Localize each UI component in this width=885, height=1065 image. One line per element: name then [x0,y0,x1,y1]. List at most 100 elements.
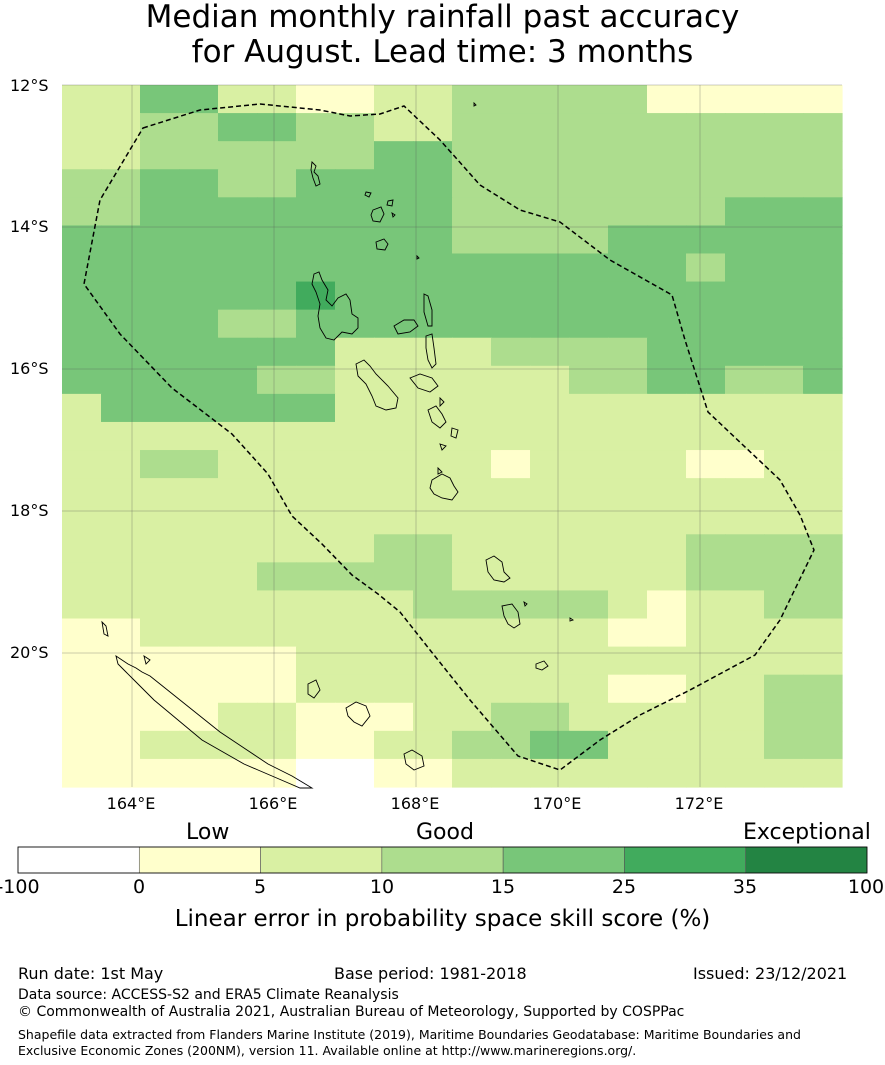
skill-cell [530,478,570,507]
island-ouvea [143,654,151,665]
skill-cell [725,702,765,732]
island-lifou [345,701,371,727]
skill-cell [62,253,102,283]
skill-cell [764,534,804,563]
skill-cell [62,562,102,592]
skill-cell [725,197,765,226]
skill-cell [101,702,141,732]
skill-cell [374,113,414,142]
skill-cell [179,337,219,367]
island-mota [391,211,396,218]
skill-cell [296,478,336,507]
skill-cell [101,85,141,114]
skill-cell [569,365,609,395]
skill-cell [686,702,726,732]
rainfall-skill-map [62,84,843,789]
skill-cell [218,590,258,620]
skill-cell [647,169,687,198]
issued-date: Issued: 23/12/2021 [693,964,848,983]
skill-cell [569,730,609,760]
skill-cell [764,253,804,283]
skill-cell [647,337,687,367]
skill-cell [257,618,297,648]
skill-cell [62,85,102,114]
skill-cell [491,618,531,648]
skill-cell [335,590,375,620]
skill-cell [569,450,609,479]
island-tanna [501,603,521,629]
skill-cell [413,590,453,620]
colorbar-swatch [624,846,747,874]
skill-cell [374,674,414,704]
skill-cell [140,141,180,170]
skill-cell [296,674,336,704]
skill-cell [257,309,297,339]
skill-cell [764,337,804,367]
skill-cell [803,730,843,760]
skill-cell [803,393,843,423]
skill-cell [140,590,180,620]
skill-cell [764,141,804,170]
island-epi [427,405,447,429]
skill-cell [62,618,102,648]
skill-cell [335,618,375,648]
skill-cell [530,450,570,479]
colorbar-swatch [381,846,504,874]
skill-cell [257,562,297,592]
skill-cell [686,253,726,283]
skill-cell [296,197,336,226]
skill-cell [140,253,180,283]
skill-cell [140,421,180,451]
skill-cell [335,337,375,367]
skill-cell [725,674,765,704]
skill-cell [257,730,297,760]
skill-cell [452,646,492,676]
skill-cell [335,253,375,283]
skill-cell [257,365,297,395]
skill-cell [803,450,843,479]
skill-cell [62,225,102,255]
skill-cell [257,113,297,142]
skill-cell [374,309,414,339]
skill-cell [491,169,531,198]
skill-cell [803,197,843,226]
shapefile-credit: Shapefile data extracted from Flanders M… [18,1027,801,1058]
skill-cell [413,674,453,704]
title-line-2: for August. Lead time: 3 months [191,34,694,70]
skill-cell [569,141,609,170]
skill-cell [335,702,375,732]
skill-cell [335,646,375,676]
skill-cell [686,562,726,592]
skill-cell [452,758,492,788]
skill-cell [374,478,414,507]
skill-cell [101,393,141,423]
skill-cell [608,618,648,648]
colorbar-tick-1: 0 [132,876,146,898]
skill-cell [491,113,531,142]
skill-cell [686,590,726,620]
skill-cell [530,253,570,283]
skill-cell [257,646,297,676]
skill-cell [218,702,258,732]
skill-cell [764,730,804,760]
skill-cell [686,534,726,563]
skill-cell [296,450,336,479]
skill-cell [62,674,102,704]
skill-cell [608,730,648,760]
skill-cell [608,534,648,563]
skill-cell [62,534,102,563]
skill-cell [647,758,687,788]
skill-cell [335,85,375,114]
skill-cell [374,702,414,732]
data-source: Data source: ACCESS-S2 and ERA5 Climate … [18,987,399,1003]
skill-cell [803,421,843,451]
skill-cell [569,674,609,704]
island-shepherd-1 [450,427,459,439]
skill-cell [608,450,648,479]
colorbar-tick-3: 10 [369,876,395,898]
island-new-caledonia [115,654,314,789]
run-date: Run date: 1st May [18,964,164,983]
island-malekula [355,359,399,411]
island-paama [439,396,445,408]
skill-cell [101,730,141,760]
